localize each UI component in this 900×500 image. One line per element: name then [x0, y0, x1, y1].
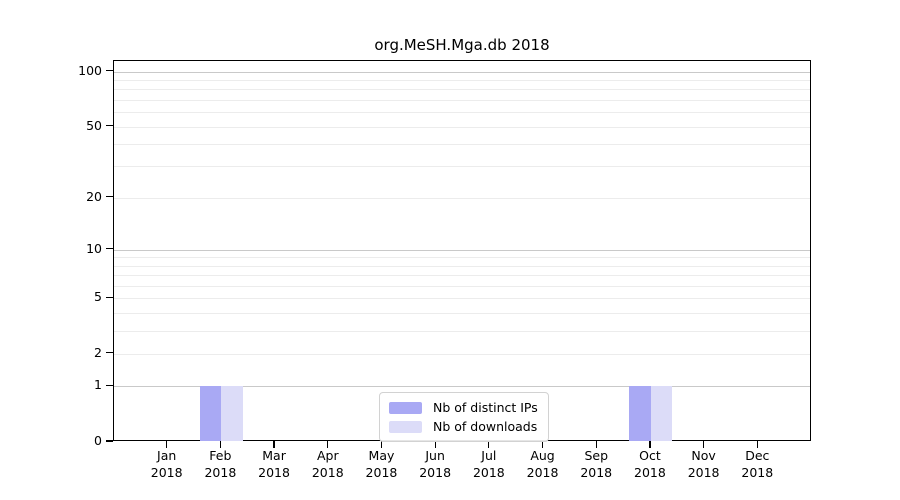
gridline-minor-60	[114, 112, 810, 114]
y-tick-label-20: 20	[86, 188, 102, 204]
y-tick-label-2: 2	[94, 344, 102, 360]
gridline-minor-50	[114, 126, 810, 128]
x-tick-label-mar: Mar 2018	[258, 448, 290, 480]
gridline-minor-6	[114, 285, 810, 287]
x-tick-aug	[541, 441, 544, 448]
x-tick-oct	[649, 441, 651, 448]
gridline-minor-30	[114, 166, 810, 168]
bar-feb-distinct-ips	[199, 386, 222, 441]
gridline-minor-90	[114, 80, 810, 82]
y-tick-label-1: 1	[94, 377, 102, 393]
x-tick-mar	[273, 441, 275, 448]
y-tick-label-50: 50	[86, 117, 102, 133]
gridline-minor-20	[114, 197, 810, 199]
legend-label-distinct-ips: Nb of distinct IPs	[433, 400, 538, 415]
gridline-minor-8	[114, 265, 810, 267]
y-tick-100	[106, 70, 113, 72]
x-tick-label-may: May 2018	[365, 448, 398, 480]
gridline-minor-40	[114, 144, 810, 146]
legend-swatch-downloads	[389, 420, 422, 433]
legend-item-distinct-ips: Nb of distinct IPs	[389, 400, 538, 415]
gridline-minor-7	[114, 275, 810, 277]
x-tick-label-nov: Nov 2018	[687, 448, 720, 480]
gridline-minor-70	[114, 99, 810, 101]
y-tick-label-10: 10	[86, 240, 102, 256]
x-tick-label-jun: Jun 2018	[419, 448, 452, 480]
gridline-minor-80	[114, 89, 810, 91]
legend: Nb of distinct IPs Nb of downloads	[379, 392, 549, 442]
gridline-minor-2	[114, 353, 810, 355]
bar-oct-distinct-ips	[629, 386, 651, 441]
x-tick-apr	[327, 441, 329, 448]
y-tick-5	[106, 296, 113, 298]
gridline-minor-9	[114, 257, 810, 259]
x-tick-label-feb: Feb 2018	[204, 448, 237, 480]
gridline-minor-5	[114, 298, 810, 300]
y-tick-50	[106, 124, 113, 127]
legend-swatch-distinct-ips	[389, 401, 422, 414]
chart-title: org.MeSH.Mga.db 2018	[374, 36, 550, 54]
x-tick-label-jan: Jan 2018	[150, 448, 183, 480]
x-tick-may	[380, 441, 383, 448]
x-tick-label-jul: Jul 2018	[472, 448, 505, 480]
y-tick-20	[106, 196, 113, 198]
x-tick-jan	[166, 441, 168, 448]
gridline-minor-3	[114, 330, 810, 332]
legend-label-downloads: Nb of downloads	[433, 419, 538, 434]
y-tick-0	[106, 440, 113, 442]
x-tick-label-sep: Sep 2018	[580, 448, 613, 480]
y-tick-label-0: 0	[94, 433, 102, 448]
x-tick-dec	[756, 441, 758, 448]
gridline-major-1	[114, 386, 810, 388]
x-tick-sep	[595, 441, 597, 448]
legend-item-downloads: Nb of downloads	[389, 419, 538, 434]
x-tick-nov	[702, 441, 705, 448]
x-tick-label-dec: Dec 2018	[741, 448, 774, 480]
gridline-major-100	[114, 71, 810, 73]
y-tick-2	[106, 352, 113, 354]
gridline-minor-4	[114, 312, 810, 314]
y-tick-label-100: 100	[78, 62, 102, 78]
x-tick-jun	[434, 441, 436, 448]
y-tick-10	[106, 247, 113, 250]
plot-area	[113, 60, 811, 441]
y-tick-1	[106, 384, 113, 387]
x-tick-label-aug: Aug 2018	[526, 448, 559, 480]
gridline-major-10	[114, 249, 810, 251]
x-tick-jul	[488, 441, 490, 448]
x-tick-feb	[219, 441, 222, 448]
y-tick-label-5: 5	[94, 289, 102, 305]
x-tick-label-apr: Apr 2018	[311, 448, 344, 480]
x-tick-label-oct: Oct 2018	[634, 448, 666, 480]
bar-oct-downloads	[650, 386, 673, 441]
bar-feb-downloads	[221, 386, 243, 441]
